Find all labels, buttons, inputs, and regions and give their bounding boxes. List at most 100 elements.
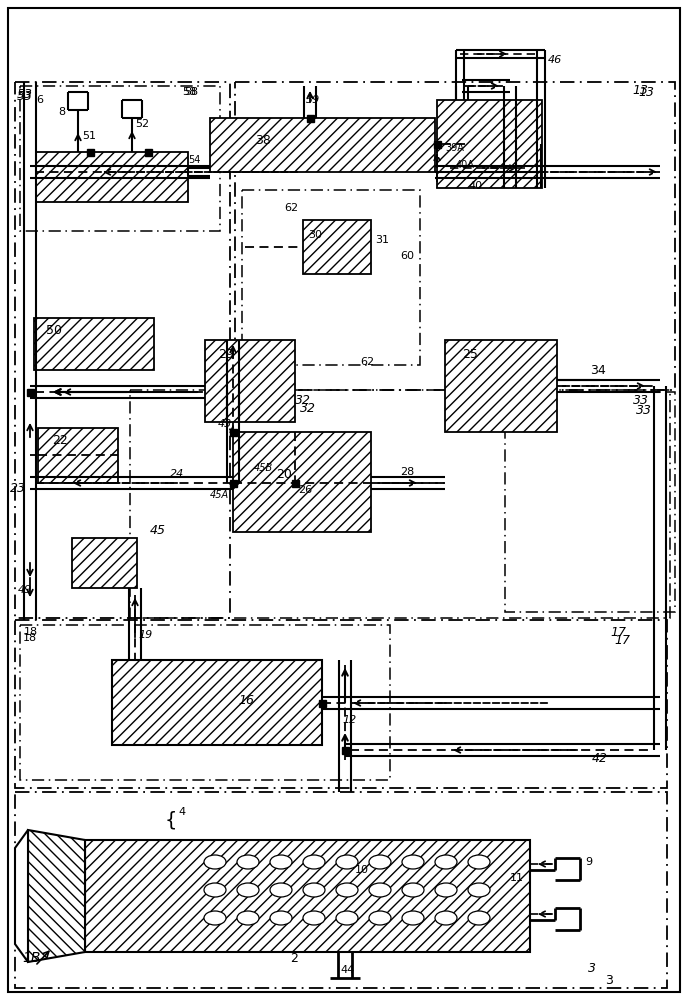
Ellipse shape (336, 911, 358, 925)
Ellipse shape (468, 883, 490, 897)
Text: 45A: 45A (210, 490, 229, 500)
Text: 24: 24 (170, 469, 184, 479)
Text: 20: 20 (276, 468, 292, 481)
Text: 12: 12 (342, 715, 356, 725)
Bar (72, 538, 137, 588)
Text: 53: 53 (17, 89, 33, 102)
Ellipse shape (237, 855, 259, 869)
Bar (15, 792, 667, 988)
Ellipse shape (468, 911, 490, 925)
Ellipse shape (237, 911, 259, 925)
Text: 50: 50 (46, 324, 62, 336)
Text: 39: 39 (306, 95, 320, 105)
Text: 23: 23 (10, 482, 26, 494)
Text: 10: 10 (355, 865, 369, 875)
Text: 58: 58 (182, 87, 196, 97)
Bar (26, 388, 34, 395)
Text: 11: 11 (510, 873, 524, 883)
Text: 31: 31 (375, 235, 389, 245)
Ellipse shape (435, 911, 457, 925)
Ellipse shape (336, 855, 358, 869)
Text: 2: 2 (290, 952, 298, 964)
Bar (445, 340, 557, 432)
Ellipse shape (303, 855, 325, 869)
Bar (36, 152, 188, 202)
Text: 32: 32 (295, 393, 311, 406)
Text: {: { (165, 810, 177, 830)
Bar (233, 432, 371, 532)
Text: 58: 58 (184, 87, 198, 97)
Bar (144, 148, 152, 155)
Ellipse shape (402, 883, 424, 897)
Text: 8: 8 (58, 107, 65, 117)
Bar (235, 82, 675, 390)
Text: 32: 32 (300, 401, 316, 414)
Text: 62: 62 (284, 203, 298, 213)
Text: 46: 46 (548, 55, 562, 65)
Ellipse shape (435, 883, 457, 897)
Text: 54: 54 (188, 155, 200, 165)
Bar (505, 392, 675, 612)
Text: 49: 49 (18, 585, 32, 595)
Bar (210, 118, 435, 172)
Text: 40A: 40A (456, 160, 475, 170)
Bar (306, 114, 313, 121)
Ellipse shape (468, 855, 490, 869)
Ellipse shape (204, 855, 226, 869)
Text: 17: 17 (614, 634, 630, 647)
Text: 4: 4 (178, 807, 185, 817)
Text: 51: 51 (82, 131, 96, 141)
Text: 45: 45 (150, 524, 166, 536)
Bar (20, 86, 220, 231)
Bar (85, 840, 530, 952)
Bar (130, 390, 670, 618)
Bar (319, 700, 326, 706)
Text: 18: 18 (23, 633, 37, 643)
Text: 1B: 1B (22, 951, 41, 965)
Ellipse shape (237, 883, 259, 897)
Bar (112, 660, 322, 745)
Text: 13: 13 (638, 86, 654, 99)
Ellipse shape (435, 855, 457, 869)
Ellipse shape (402, 855, 424, 869)
Bar (86, 148, 94, 155)
Text: 25: 25 (462, 349, 478, 361)
Ellipse shape (369, 911, 391, 925)
Bar (205, 340, 295, 422)
Ellipse shape (204, 883, 226, 897)
Bar (303, 220, 371, 274)
Text: 33: 33 (633, 393, 649, 406)
Bar (437, 100, 542, 188)
Text: 62: 62 (360, 357, 374, 367)
Bar (34, 318, 154, 370)
Text: 40: 40 (468, 181, 482, 191)
Bar (15, 620, 667, 788)
Text: 22: 22 (52, 434, 68, 446)
Text: 45B: 45B (254, 463, 273, 473)
Bar (230, 428, 237, 436)
Text: 18: 18 (24, 627, 38, 637)
Bar (20, 625, 390, 780)
Bar (342, 746, 348, 754)
Text: 17: 17 (610, 626, 626, 639)
Ellipse shape (303, 883, 325, 897)
Ellipse shape (369, 855, 391, 869)
Text: 30: 30 (308, 230, 322, 240)
Text: 52: 52 (135, 119, 149, 129)
Polygon shape (28, 830, 85, 962)
Text: 39A: 39A (445, 143, 464, 153)
Text: 53: 53 (17, 90, 33, 103)
Bar (433, 140, 440, 147)
Text: 42: 42 (592, 752, 608, 764)
Text: 43: 43 (218, 419, 233, 429)
Polygon shape (15, 830, 28, 962)
Text: 3: 3 (588, 962, 596, 974)
Ellipse shape (369, 883, 391, 897)
Text: 9: 9 (585, 857, 592, 867)
Text: 60: 60 (400, 251, 414, 261)
Ellipse shape (270, 911, 292, 925)
Text: 28: 28 (400, 467, 414, 477)
Ellipse shape (204, 911, 226, 925)
Text: 29: 29 (218, 348, 234, 360)
Text: 3: 3 (605, 974, 613, 986)
